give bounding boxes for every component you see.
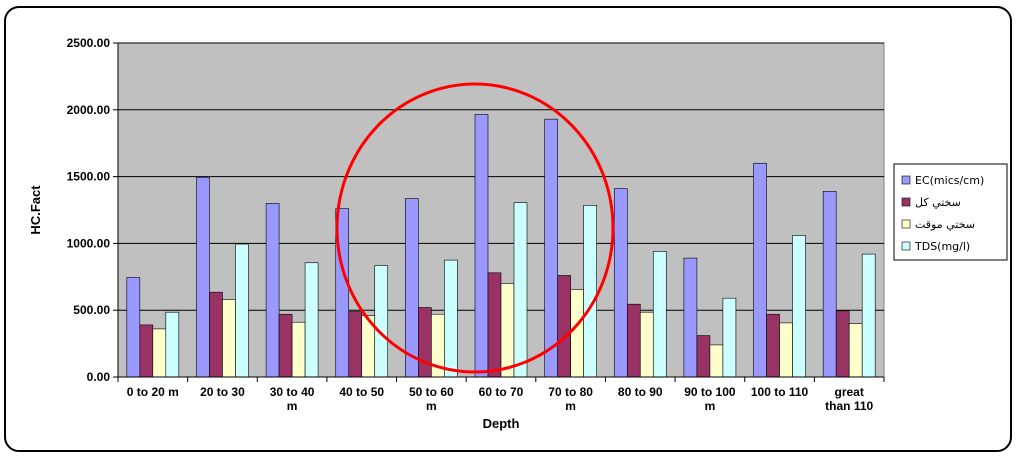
legend: EC(mics/cm) سختي کل سختي موقت TDS(mg/l) [893, 163, 1008, 261]
bar-series-3 [639, 311, 654, 378]
bar-series-1 [753, 162, 767, 378]
bar-series-4 [235, 243, 249, 378]
y-tick-label: 2000.00 [67, 103, 111, 117]
bar-series-3 [152, 328, 167, 378]
legend-label: EC(mics/cm) [915, 174, 984, 187]
bar-series-1 [474, 114, 489, 378]
bar-series-2 [626, 303, 641, 378]
bar-series-4 [165, 311, 180, 378]
bar-series-1 [613, 188, 628, 378]
bar-series-1 [544, 118, 558, 378]
bar-series-4 [861, 253, 876, 378]
bar-series-3 [779, 322, 793, 378]
bar-series-2 [557, 275, 571, 378]
bar-series-1 [683, 257, 698, 378]
bar-series-4 [652, 251, 667, 378]
y-axis-title: HC.Fact [28, 185, 43, 235]
bar-series-3 [570, 289, 584, 378]
bar-series-2 [766, 313, 780, 378]
x-tick-label: 100 to 110 [751, 385, 809, 399]
bar-series-2 [209, 291, 223, 378]
bar-series-2 [139, 324, 154, 378]
x-tick-label: 60 to 70 [479, 385, 524, 399]
bar-series-1 [196, 176, 210, 378]
x-tick-label: 80 to 90 [618, 385, 663, 399]
highlight-circle [335, 82, 615, 374]
bar-series-4 [304, 262, 319, 378]
bar-series-2 [835, 310, 850, 378]
x-tick-label: 50 to 60 m [409, 385, 454, 413]
legend-swatch [901, 197, 911, 207]
legend-swatch [901, 241, 911, 251]
y-ticks: 0.00 500.00 1000.00 1500.00 2000.00 2500.00 [67, 36, 118, 384]
bar-series-4 [583, 205, 597, 378]
bar-series-2 [348, 311, 363, 378]
x-tick-label: 0 to 20 m [127, 385, 179, 399]
bar-series-3 [709, 344, 724, 378]
x-axis-title: Depth [483, 416, 520, 431]
y-tick-label: 1500.00 [67, 170, 111, 184]
bar-series-2 [278, 313, 293, 378]
x-tick-label: 40 to 50 [339, 385, 384, 399]
bar-series-3 [222, 299, 236, 378]
y-tick-label: 0.00 [87, 370, 111, 384]
x-tick-label: 70 to 80 m [548, 385, 593, 413]
x-tick-label: 90 to 100 m [684, 385, 736, 413]
x-tick-label: 20 to 30 [200, 385, 245, 399]
bar-series-1 [265, 203, 280, 378]
y-tick-label: 500.00 [73, 303, 110, 317]
legend-label: سختي کل [915, 196, 961, 209]
x-tick-label: great than 110 [825, 385, 873, 413]
bar-series-4 [792, 235, 806, 378]
legend-label: TDS(mg/l) [914, 240, 970, 253]
bar-series-4 [374, 265, 389, 378]
bar-series-4 [722, 297, 737, 378]
y-tick-label: 2500.00 [67, 36, 111, 50]
legend-swatch [901, 219, 911, 229]
bar-series-2 [418, 307, 432, 378]
bar-series-4 [444, 259, 458, 378]
bar-series-1 [822, 190, 837, 378]
x-ticks: 0 to 20 m 20 to 30 30 to 40 m 40 to 50 50 to … [117, 377, 885, 413]
legend-swatch [901, 175, 911, 185]
bar-series-1 [405, 198, 419, 378]
y-tick-label: 1000.00 [67, 236, 111, 250]
legend-label: سختي موقت [915, 218, 975, 231]
bar-series-2 [696, 335, 711, 378]
bar-series-1 [126, 277, 141, 378]
bars [126, 114, 876, 378]
bar-series-3 [500, 283, 515, 378]
bar-series-2 [487, 272, 502, 378]
bar-series-4 [513, 202, 528, 378]
legend-box [893, 163, 1008, 261]
x-tick-label: 30 to 40 m [270, 385, 315, 413]
bar-series-3 [291, 321, 306, 378]
bar-series-3 [848, 323, 863, 378]
